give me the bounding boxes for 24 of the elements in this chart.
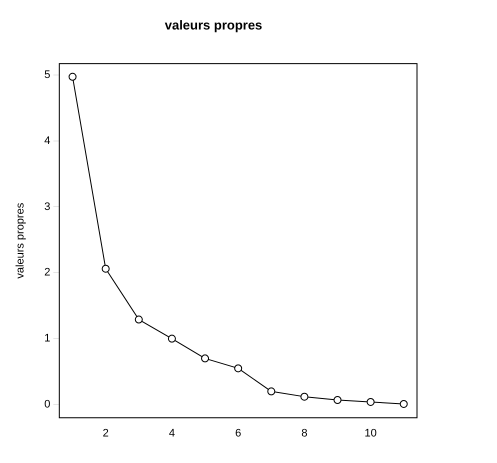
- x-tick-label: 8: [301, 427, 308, 440]
- point: [68, 72, 77, 81]
- point: [168, 334, 176, 343]
- x-tick-label: 4: [168, 427, 175, 440]
- x-tick-label: 6: [235, 427, 242, 440]
- point: [300, 392, 308, 401]
- point: [267, 387, 276, 396]
- y-tick-label: 1: [44, 332, 50, 345]
- point: [366, 398, 375, 406]
- point: [134, 316, 143, 324]
- y-tick-label: 0: [44, 398, 50, 411]
- point: [334, 396, 342, 404]
- y-tick-label: 2: [44, 266, 50, 279]
- point: [400, 400, 408, 408]
- point: [234, 364, 242, 372]
- x-tick-label: 2: [102, 427, 109, 440]
- point: [201, 354, 210, 362]
- point: [102, 264, 110, 273]
- x-tick-label: 10: [364, 427, 377, 440]
- y-axis-title: valeurs propres: [14, 202, 27, 279]
- y-tick-label: 5: [44, 68, 50, 81]
- chart-title: valeurs propres: [164, 17, 262, 32]
- y-tick-label: 4: [44, 134, 50, 147]
- y-tick-label: 3: [44, 200, 50, 213]
